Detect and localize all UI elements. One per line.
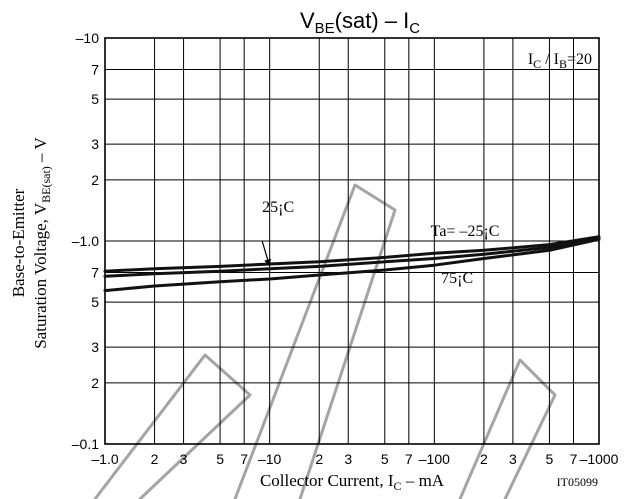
x-tick-label: –100 [419,451,450,467]
plot-frame [104,37,600,445]
watermark [93,183,557,499]
condition-mid: / I [541,51,559,68]
y-tick-label: 3 [91,339,99,355]
y-tick-labels: –0.1 2 3 5 7 –1.0 2 3 5 7 –10 [72,30,99,452]
y-tick-label: 7 [91,61,99,77]
y-axis-label-line2-pre: Saturation Voltage, V [31,202,50,349]
y-tick-label: 5 [91,294,99,310]
condition-post: =20 [567,51,592,68]
y-tick-label: –10 [76,30,100,46]
condition-sub1: C [533,57,541,71]
x-tick-label: 5 [546,451,554,467]
y-axis-label-line2: Saturation Voltage, VBE(sat) – V [31,137,53,349]
y-tick-label: 5 [91,91,99,107]
chart-title-mid: (sat) – I [335,8,410,33]
y-axis-label-line2-sub: BE(sat) [39,166,53,203]
x-tick-label: 5 [216,451,224,467]
series-line [103,237,601,293]
x-tick-label: 3 [344,451,352,467]
condition-label: IC / IB=20 [528,51,592,71]
y-tick-label: 2 [91,375,99,391]
figure-code: IT05099 [557,475,598,489]
series-line [103,236,601,278]
y-axis-label-line2-post: – V [31,137,50,167]
x-axis-label-post: – mA [402,471,445,490]
grid [104,37,600,445]
x-tick-label: 2 [315,451,323,467]
curves [103,235,601,293]
label-arrow-head [264,258,272,267]
x-tick-label: 2 [480,451,488,467]
x-tick-label: –10 [258,451,282,467]
x-tick-label: 5 [381,451,389,467]
series-label: 75¡C [441,270,473,287]
condition-sub2: B [559,57,567,71]
series-label: 25¡C [262,199,294,216]
x-tick-label: 3 [509,451,517,467]
x-tick-label: 7 [570,451,578,467]
x-axis-label-pre: Collector Current, I [260,471,394,490]
y-tick-label: –0.1 [72,436,99,452]
x-tick-label: 3 [180,451,188,467]
chart-title-sub1: BE [315,20,335,37]
x-tick-label: –1000 [580,451,619,467]
series-label: Ta= –25¡C [431,223,500,240]
x-axis-label: Collector Current, IC – mA [260,471,445,493]
y-tick-label: 2 [91,172,99,188]
y-tick-label: 7 [91,264,99,280]
x-tick-label: 7 [240,451,248,467]
chart-title-main: V [300,8,315,33]
x-tick-label: –1.0 [91,451,118,467]
x-axis-label-sub: C [394,479,402,493]
chart-title: VBE(sat) – IC [300,8,420,37]
condition-pre: I [528,51,533,68]
chart-title-sub2: C [409,20,420,37]
series-line [103,235,601,273]
x-tick-label: 2 [151,451,159,467]
y-tick-label: 3 [91,136,99,152]
y-tick-label: –1.0 [72,233,99,249]
x-tick-labels: –1.0 2 3 5 7 –10 2 3 5 7 –100 2 3 5 7 –1000 [91,451,618,467]
y-axis-label-line1: Base-to-Emitter [9,188,28,297]
x-tick-label: 7 [405,451,413,467]
series-labels: 25¡C Ta= –25¡C 75¡C [262,199,499,287]
